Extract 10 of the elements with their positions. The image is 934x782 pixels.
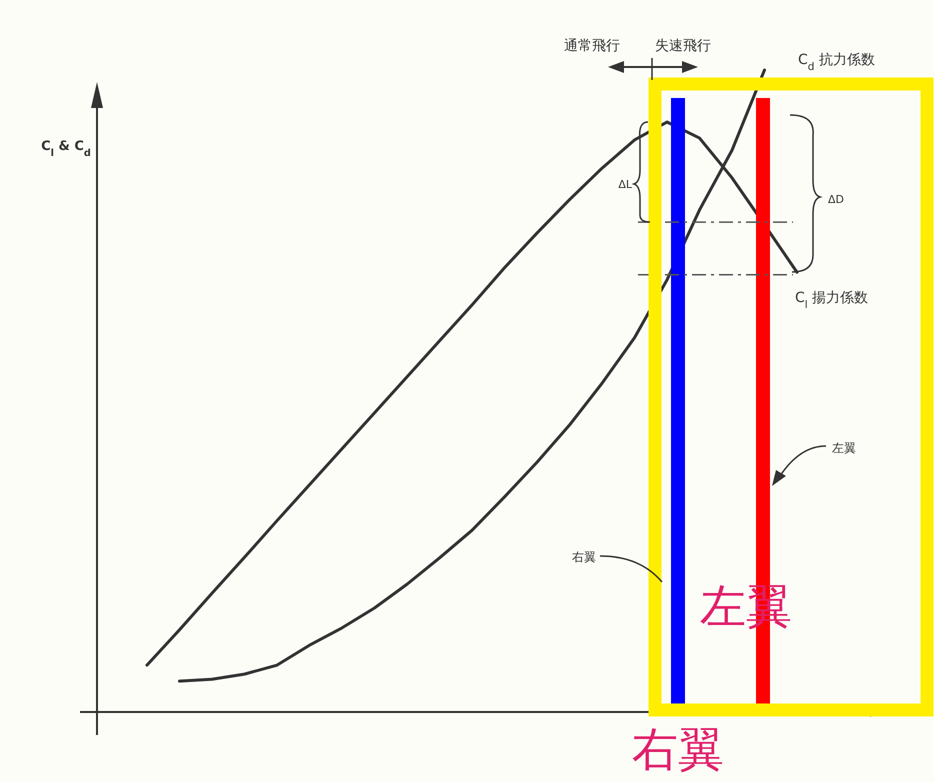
text: 左翼 (832, 441, 856, 455)
annotation: ΔL (618, 178, 633, 191)
text: ΔD (828, 193, 844, 206)
text: 失速飛行 (655, 38, 711, 54)
text: 右翼 (632, 722, 724, 776)
annotation: C$_{d}$ 抗力係数 (798, 52, 875, 73)
y-axis-title: C$_{l}$ & C$_{d}$ (41, 139, 91, 158)
annotation: 右翼 (572, 550, 596, 564)
text: 通常飛行 (564, 38, 620, 54)
annotation: C$_{l}$ 揚力係数 (795, 290, 868, 311)
